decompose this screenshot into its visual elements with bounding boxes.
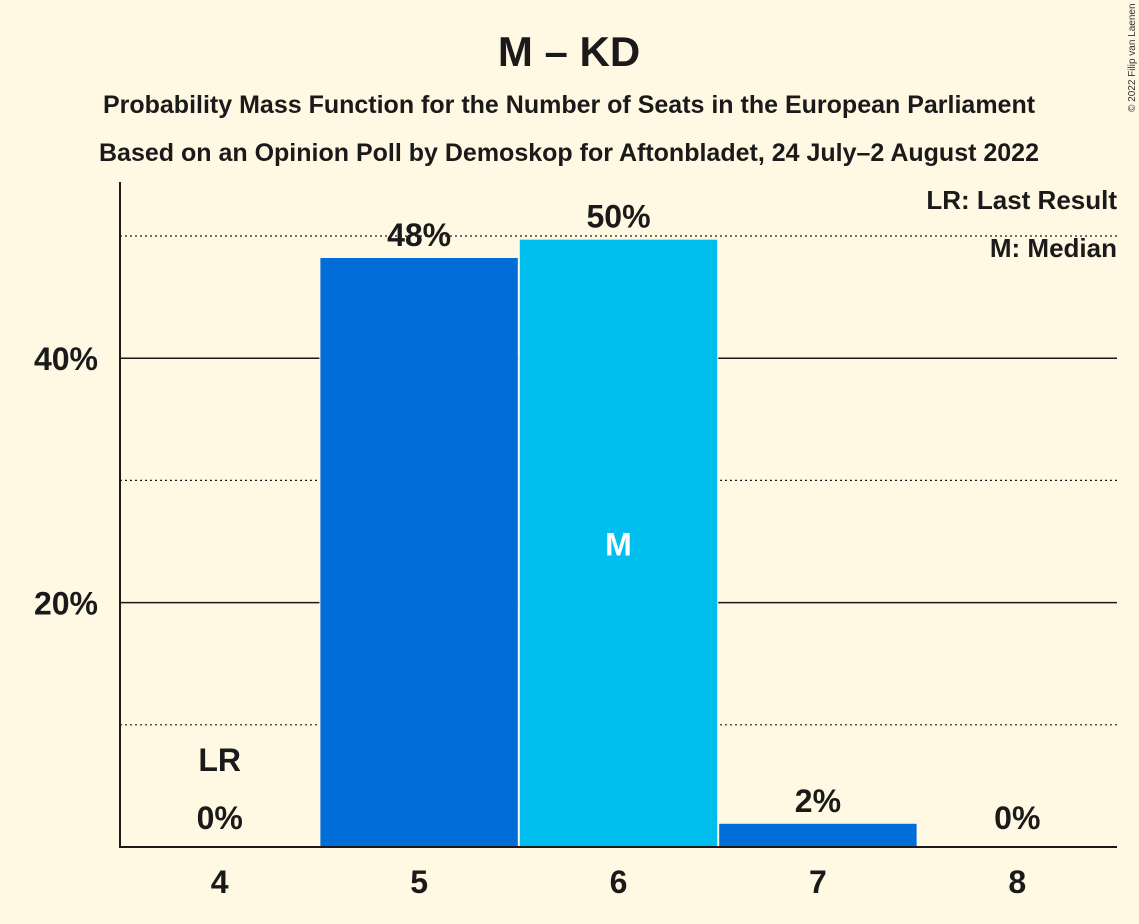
chart-subtitle-1: Probability Mass Function for the Number… xyxy=(103,91,1036,119)
axes xyxy=(119,182,1117,848)
y-tick-label: 40% xyxy=(34,341,98,377)
legend-median: M: Median xyxy=(990,233,1117,263)
legend-last-result: LR: Last Result xyxy=(926,185,1117,215)
y-tick-label: 20% xyxy=(34,586,98,622)
bar-value-label: 2% xyxy=(795,783,841,819)
x-tick-label: 6 xyxy=(610,864,628,900)
bars xyxy=(319,239,918,848)
labels: 20% 40% 0% 4 LR 48% 5 50% 6 M 2% 7 0% 8 xyxy=(34,199,1040,900)
last-result-marker: LR xyxy=(198,742,241,778)
copyright-note: © 2022 Filip van Laenen xyxy=(1127,3,1138,112)
bar-value-label: 0% xyxy=(994,800,1040,836)
bar-value-label: 48% xyxy=(387,217,451,253)
bar-7 xyxy=(719,823,917,847)
chart-subtitle-2: Based on an Opinion Poll by Demoskop for… xyxy=(99,139,1039,167)
x-tick-label: 5 xyxy=(410,864,428,900)
x-tick-label: 8 xyxy=(1008,864,1026,900)
x-tick-label: 4 xyxy=(211,864,229,900)
bar-value-label: 50% xyxy=(586,199,650,235)
bar-5 xyxy=(320,257,518,848)
bar-6 xyxy=(519,239,718,847)
x-tick-label: 7 xyxy=(809,864,827,900)
median-marker: M xyxy=(605,526,632,562)
bar-value-label: 0% xyxy=(197,800,243,836)
chart-title: M – KD xyxy=(498,28,640,75)
